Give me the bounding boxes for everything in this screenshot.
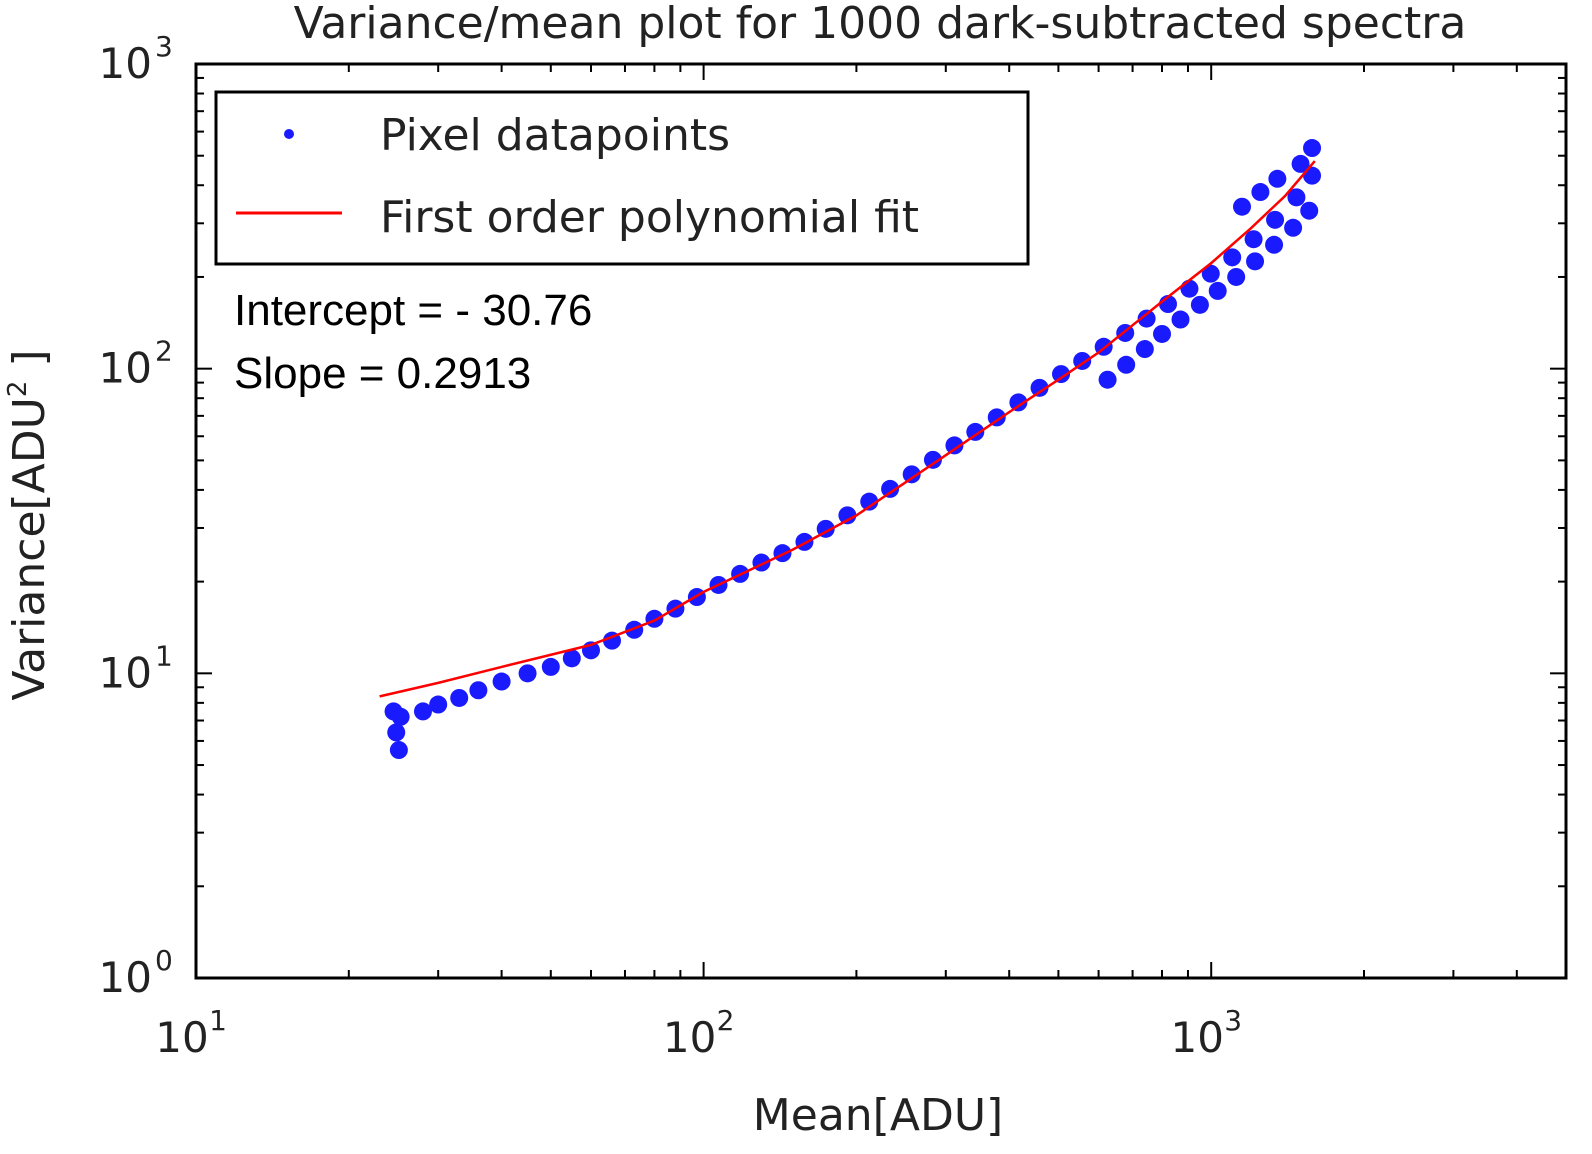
annotation-intercept: Intercept = - 30.76 bbox=[234, 286, 592, 335]
data-point bbox=[1266, 210, 1285, 229]
data-point bbox=[1208, 281, 1227, 300]
data-point bbox=[391, 707, 410, 726]
y-axis-label: Variance[ADU2 ] bbox=[3, 349, 55, 700]
axis-ticks bbox=[195, 63, 1567, 979]
pixel-datapoints-series bbox=[384, 139, 1322, 760]
data-point bbox=[1117, 355, 1136, 374]
data-point bbox=[1287, 188, 1306, 207]
y-tick-label: 10 bbox=[99, 39, 152, 88]
data-point bbox=[1030, 378, 1049, 397]
data-point bbox=[1153, 324, 1172, 343]
data-point bbox=[450, 688, 469, 707]
data-point bbox=[1223, 248, 1242, 267]
data-point bbox=[1300, 201, 1319, 220]
data-point bbox=[1303, 139, 1322, 158]
data-point bbox=[518, 664, 537, 683]
data-point bbox=[923, 450, 942, 469]
data-point bbox=[1135, 340, 1154, 359]
data-point bbox=[966, 422, 985, 441]
y-axis-label-text: Variance[ADU bbox=[4, 397, 55, 700]
legend-box bbox=[214, 90, 1030, 266]
x-tick-label: 10 bbox=[663, 1013, 716, 1062]
data-point bbox=[1233, 197, 1252, 216]
data-point bbox=[1201, 264, 1220, 283]
y-tick-label: 10 bbox=[99, 344, 152, 393]
chart-title: Variance/mean plot for 1000 dark-subtrac… bbox=[294, 0, 1467, 49]
y-tick-label: 10 bbox=[99, 953, 152, 1002]
data-point bbox=[902, 465, 921, 484]
data-point bbox=[1244, 230, 1263, 249]
annotation-slope: Slope = 0.2913 bbox=[234, 349, 531, 398]
legend-marker-datapoints bbox=[284, 129, 294, 139]
data-point bbox=[1246, 252, 1265, 271]
data-point bbox=[469, 681, 488, 700]
data-point bbox=[413, 702, 432, 721]
data-point bbox=[1227, 267, 1246, 286]
data-point bbox=[1265, 235, 1284, 254]
data-point bbox=[625, 620, 644, 639]
data-point bbox=[1284, 218, 1303, 237]
y-axis-label-close: ] bbox=[4, 349, 55, 380]
x-tick-label-exponent: 2 bbox=[717, 1004, 735, 1037]
data-point bbox=[795, 532, 814, 551]
data-point bbox=[429, 695, 448, 714]
data-point bbox=[1251, 183, 1270, 202]
y-tick-label: 10 bbox=[99, 648, 152, 697]
data-point bbox=[1009, 393, 1028, 412]
data-point bbox=[1171, 310, 1190, 329]
legend: Pixel datapoints First order polynomial … bbox=[214, 90, 1030, 266]
data-point bbox=[645, 609, 664, 628]
x-axis-label: Mean[ADU] bbox=[753, 1090, 1003, 1141]
data-point bbox=[1098, 370, 1117, 389]
data-point bbox=[945, 436, 964, 455]
data-point bbox=[881, 479, 900, 498]
x-tick-label-exponent: 3 bbox=[1224, 1004, 1242, 1037]
data-point bbox=[1052, 365, 1071, 384]
plot-frame bbox=[194, 62, 1568, 980]
data-point bbox=[987, 408, 1006, 427]
data-point bbox=[389, 741, 408, 760]
legend-label-datapoints: Pixel datapoints bbox=[380, 110, 730, 161]
data-point bbox=[1268, 169, 1287, 188]
x-tick-label: 10 bbox=[1170, 1013, 1223, 1062]
y-tick-label-exponent: 0 bbox=[155, 944, 173, 977]
y-tick-label-exponent: 2 bbox=[155, 335, 173, 368]
data-point bbox=[860, 492, 879, 511]
x-tick-label: 10 bbox=[155, 1013, 208, 1062]
data-point bbox=[838, 506, 857, 525]
polynomial-fit-line bbox=[379, 160, 1316, 698]
legend-label-fit: First order polynomial fit bbox=[380, 192, 919, 243]
data-point bbox=[562, 649, 581, 668]
x-tick-label-exponent: 1 bbox=[209, 1004, 227, 1037]
data-point bbox=[492, 672, 511, 691]
y-tick-label-exponent: 1 bbox=[155, 639, 173, 672]
axis-tick-labels: 10 1 10 2 10 310 010 110 210 3 bbox=[99, 30, 1243, 1062]
data-point bbox=[1137, 309, 1156, 328]
y-tick-label-exponent: 3 bbox=[155, 30, 173, 63]
data-point bbox=[387, 723, 406, 742]
y-axis-label-exponent: 2 bbox=[3, 381, 33, 398]
data-point bbox=[1291, 154, 1310, 173]
data-point bbox=[1190, 295, 1209, 314]
data-point bbox=[1180, 279, 1199, 298]
data-point bbox=[541, 657, 560, 676]
